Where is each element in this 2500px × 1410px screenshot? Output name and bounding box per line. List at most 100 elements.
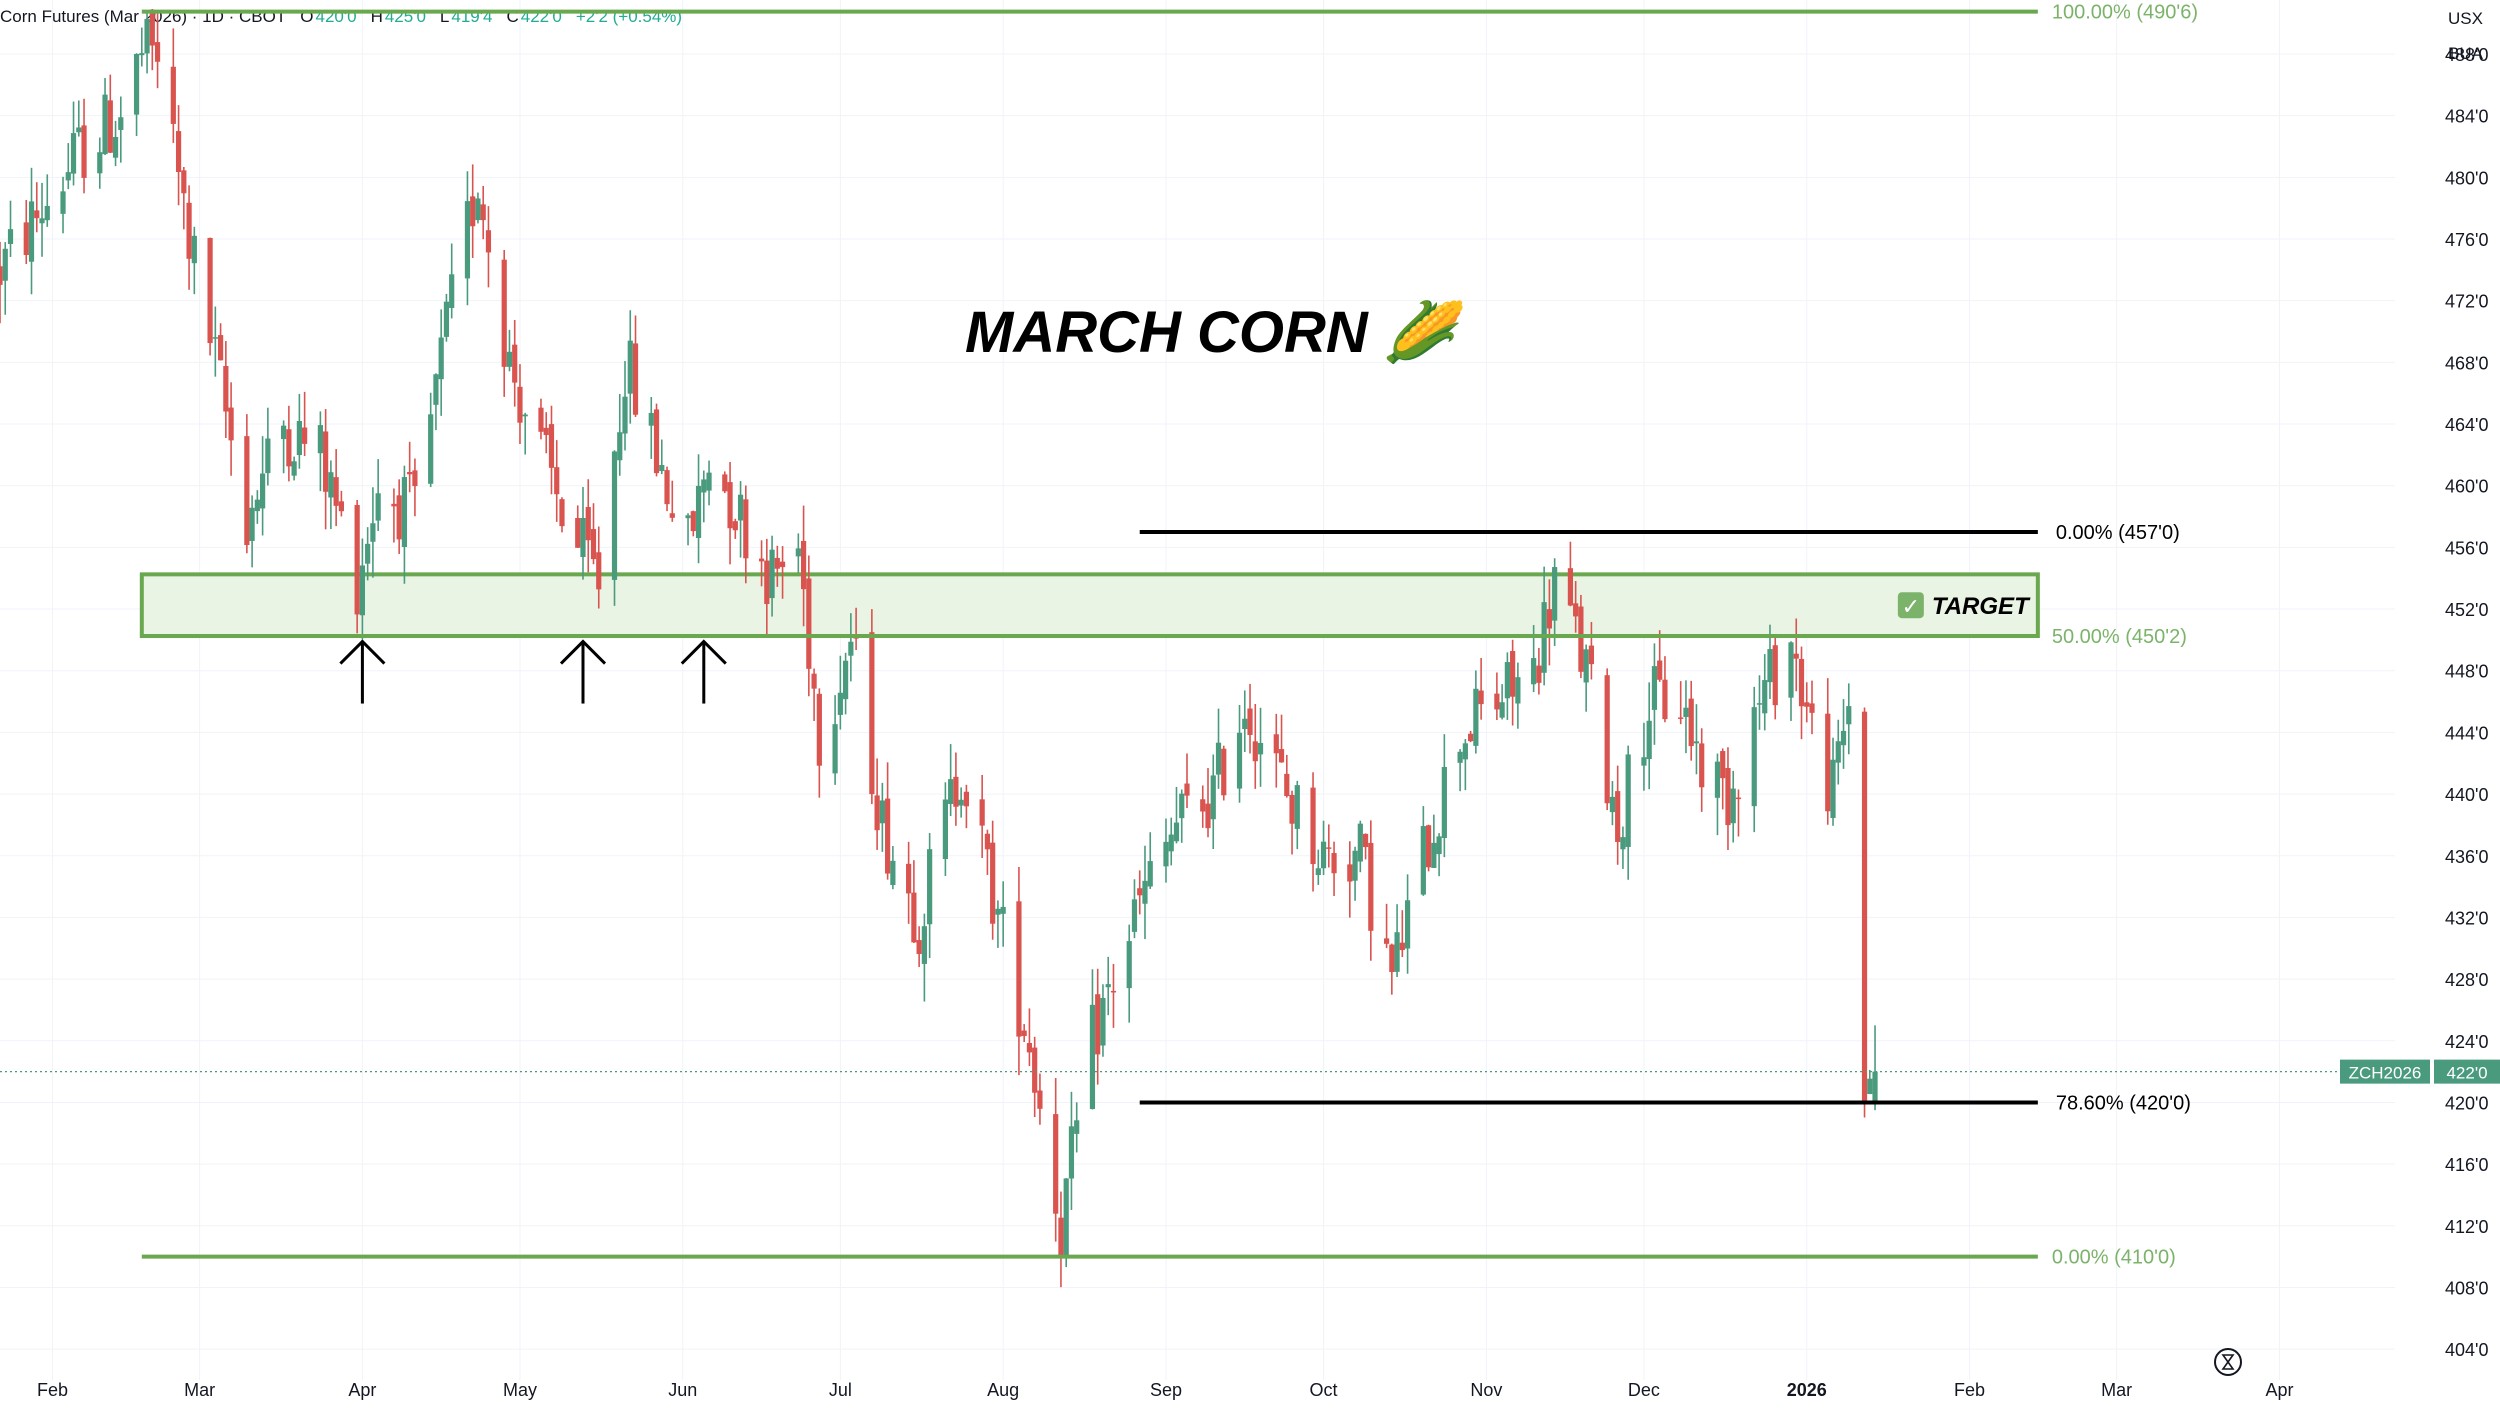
candle-body bbox=[1404, 900, 1411, 949]
candle-body bbox=[1352, 850, 1358, 881]
candle-body bbox=[1478, 690, 1484, 705]
candle-body bbox=[837, 692, 843, 715]
candle-body bbox=[1331, 852, 1337, 874]
candle-body bbox=[543, 427, 549, 436]
price-tick-label: 460'0 bbox=[2445, 477, 2488, 497]
candle-body bbox=[1095, 994, 1101, 1055]
candle-body bbox=[1735, 797, 1742, 800]
candle-body bbox=[76, 127, 82, 133]
candle-body bbox=[758, 558, 765, 562]
candle-body bbox=[333, 477, 339, 506]
candle-body bbox=[1662, 679, 1668, 720]
candle-body bbox=[1163, 841, 1169, 867]
candle-body bbox=[1247, 708, 1253, 735]
candle-body bbox=[806, 578, 812, 669]
candle-body bbox=[44, 205, 50, 221]
candle-body bbox=[70, 133, 77, 174]
candle-body bbox=[1294, 785, 1300, 829]
candle-body bbox=[869, 632, 875, 795]
candle-body bbox=[648, 412, 654, 426]
fib-green-label: 100.00% (490'6) bbox=[2052, 2, 2198, 24]
candle-body bbox=[302, 427, 308, 444]
candle-body bbox=[774, 557, 780, 569]
candle-body bbox=[1693, 741, 1700, 744]
support-arrow-head bbox=[559, 639, 607, 665]
candle-body bbox=[1494, 693, 1500, 710]
candle-body bbox=[212, 337, 218, 339]
price-tick-label: 424'0 bbox=[2445, 1032, 2488, 1052]
candle-body bbox=[958, 799, 964, 806]
candle-body bbox=[401, 477, 408, 547]
candle-body bbox=[23, 222, 29, 256]
candle-body bbox=[1699, 743, 1705, 788]
price-tick-label: 404'0 bbox=[2445, 1340, 2488, 1360]
candle-body bbox=[906, 863, 912, 894]
time-axis[interactable]: Feb Mar Apr May Jun Jul Aug Sep Oct Nov Dec 2026 Feb… bbox=[37, 1348, 2293, 1400]
time-tick-label: Aug bbox=[987, 1380, 1019, 1400]
candle-body bbox=[548, 424, 555, 468]
candle-body bbox=[559, 499, 565, 527]
candle-body bbox=[1730, 788, 1736, 824]
candle-body bbox=[727, 482, 733, 529]
candle-body bbox=[1089, 1004, 1096, 1109]
candle-body bbox=[1531, 658, 1537, 685]
candle-body bbox=[228, 407, 234, 441]
candle-body bbox=[1053, 1114, 1059, 1214]
candle-body bbox=[617, 432, 623, 461]
price-tick-label: 440'0 bbox=[2445, 785, 2488, 805]
currency-label[interactable]: USX bbox=[2448, 9, 2483, 28]
candle-body bbox=[764, 560, 770, 605]
candle-body bbox=[1788, 642, 1794, 698]
candle-body bbox=[632, 343, 639, 415]
candle-body bbox=[732, 521, 738, 531]
candle-body bbox=[1825, 713, 1831, 812]
candle-body bbox=[1284, 773, 1290, 797]
price-tick-label: 428'0 bbox=[2445, 970, 2488, 990]
candle-body bbox=[323, 431, 329, 492]
candle-body bbox=[1205, 803, 1211, 829]
candle-body bbox=[428, 414, 434, 484]
candle-body bbox=[112, 136, 119, 158]
candle-body bbox=[144, 18, 150, 54]
candle-body bbox=[1068, 1126, 1075, 1179]
price-tick-label: 448'0 bbox=[2445, 662, 2488, 682]
candle-body bbox=[685, 515, 691, 519]
candle-body bbox=[1835, 741, 1841, 763]
candle-body bbox=[596, 552, 602, 590]
candle-body bbox=[1625, 754, 1631, 847]
candle-body bbox=[475, 198, 481, 221]
candle-body bbox=[1315, 868, 1321, 876]
candle-body bbox=[979, 799, 985, 826]
candle-body bbox=[921, 926, 927, 964]
candle-body bbox=[1347, 864, 1353, 882]
candle-body bbox=[1772, 645, 1778, 706]
candle-body bbox=[354, 504, 360, 615]
candle-body bbox=[664, 470, 670, 505]
check-icon: ✓ bbox=[1902, 595, 1920, 620]
price-tick-label: 480'0 bbox=[2445, 168, 2488, 188]
candle-body bbox=[181, 170, 187, 194]
candle-body bbox=[1504, 662, 1510, 699]
candle-body bbox=[338, 501, 344, 512]
candle-body bbox=[1462, 743, 1468, 760]
candle-body bbox=[963, 791, 970, 807]
candle-body bbox=[39, 218, 45, 224]
candle-body bbox=[737, 494, 744, 521]
candle-body bbox=[580, 518, 586, 557]
price-tick-label: 472'0 bbox=[2445, 292, 2488, 312]
candle-body bbox=[207, 237, 213, 344]
candle-body bbox=[885, 798, 891, 874]
candle-body bbox=[512, 344, 518, 383]
candle-body bbox=[438, 337, 444, 380]
candle-body bbox=[1683, 707, 1689, 717]
candle-body bbox=[1184, 783, 1190, 796]
clock-icon[interactable] bbox=[2214, 1348, 2242, 1376]
candle-body bbox=[65, 172, 71, 181]
candle-body bbox=[695, 485, 702, 539]
candle-body bbox=[1567, 568, 1574, 606]
price-axis[interactable]: 488'0 484'0 480'0 476'0 472'0 468'0 464'0 460'0… bbox=[2340, 9, 2500, 1360]
candle-body bbox=[816, 693, 822, 766]
candle-body bbox=[1110, 990, 1117, 993]
unit-label[interactable]: BUA bbox=[2448, 44, 2484, 63]
